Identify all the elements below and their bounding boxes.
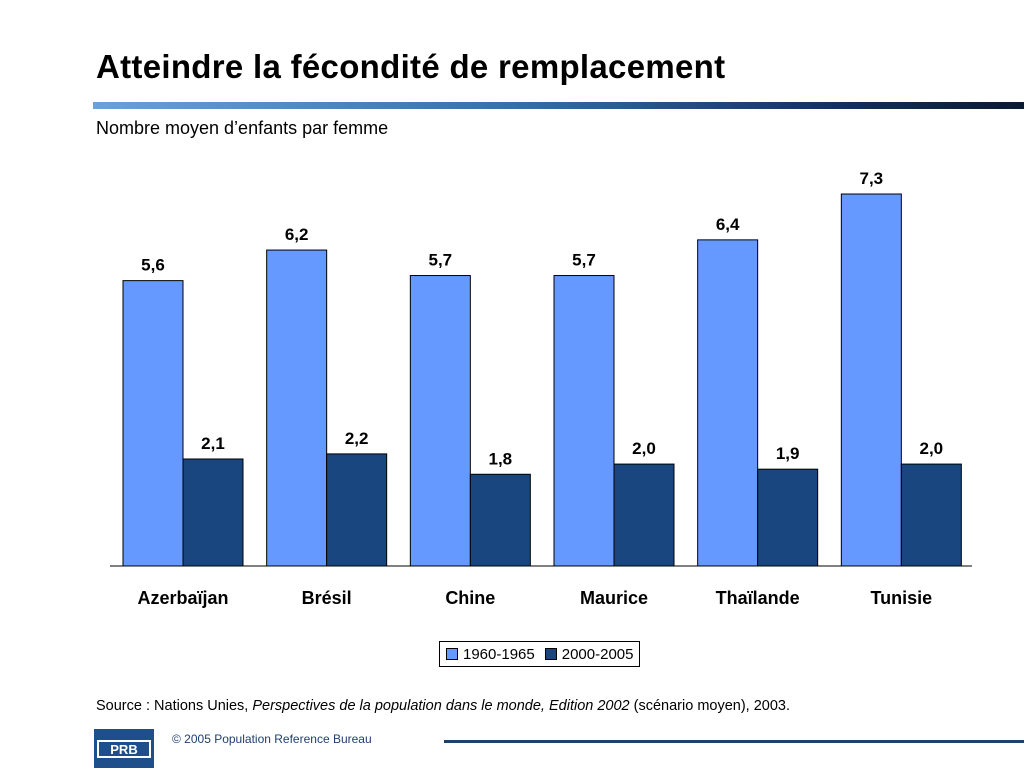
legend-swatch-series-2 [544, 648, 557, 660]
footer-divider [444, 740, 1024, 743]
bar-series-1-3 [553, 275, 615, 567]
data-label-series-1-2: 5,7 [429, 251, 453, 270]
chart-legend: 1960-1965 2000-2005 [439, 641, 641, 667]
x-tick-label-3: Maurice [580, 588, 648, 608]
legend-swatch-series-1 [446, 648, 458, 660]
bar-series-2-0 [182, 458, 244, 567]
source-note: Source : Nations Unies, Perspectives de … [96, 698, 790, 714]
bar-series-2-3 [613, 463, 675, 567]
prb-logo-text: PRB [110, 742, 137, 757]
x-tick-label-5: Tunisie [870, 588, 932, 608]
bar-series-1-1 [266, 249, 328, 567]
legend-item-series-2: 2000-2005 [544, 645, 634, 663]
legend-label-series-2: 2000-2005 [561, 645, 634, 663]
data-label-series-1-5: 7,3 [860, 169, 884, 188]
bar-series-1-2 [409, 275, 471, 567]
bar-series-1-4 [697, 239, 759, 567]
bar-series-1-0 [122, 280, 184, 567]
data-label-series-2-5: 2,0 [920, 439, 944, 458]
data-label-series-2-1: 2,2 [345, 429, 369, 448]
x-tick-label-4: Thaïlande [716, 588, 800, 608]
bar-series-2-4 [757, 468, 819, 567]
legend-item-series-1: 1960-1965 [446, 646, 535, 663]
slide-title: Atteindre la fécondité de remplacement [96, 48, 726, 85]
copyright-text: © 2005 Population Reference Bureau [172, 732, 372, 746]
data-label-series-2-2: 1,8 [489, 449, 513, 468]
data-label-series-1-0: 5,6 [141, 256, 165, 275]
data-label-series-1-1: 6,2 [285, 225, 309, 244]
bar-series-2-2 [469, 473, 531, 567]
bar-series-1-5 [840, 193, 902, 567]
data-label-series-2-0: 2,1 [201, 434, 225, 453]
legend-label-series-1: 1960-1965 [463, 645, 535, 663]
data-label-series-1-4: 6,4 [716, 215, 740, 234]
x-tick-label-1: Brésil [302, 588, 352, 608]
x-tick-label-0: Azerbaïjan [137, 588, 228, 608]
data-label-series-2-4: 1,9 [776, 444, 800, 463]
source-prefix: Source : Nations Unies, [96, 698, 253, 714]
prb-logo-mark: PRB [97, 739, 151, 758]
bar-series-2-5 [900, 463, 962, 567]
title-divider [93, 102, 1024, 109]
bar-series-2-1 [326, 453, 388, 567]
x-tick-label-2: Chine [445, 588, 495, 608]
bar-chart: 5,6 2,1 Azerbaïjan 6,2 2,2 Brésil 5,7 1,8 Chine 5… [110, 169, 972, 608]
source-suffix: (scénario moyen), 2003. [629, 698, 791, 714]
data-label-series-2-3: 2,0 [632, 439, 656, 458]
data-label-series-1-3: 5,7 [572, 251, 596, 270]
source-title: Perspectives de la population dans le mo… [252, 698, 630, 714]
chart-subtitle: Nombre moyen d’enfants par femme [96, 118, 389, 138]
prb-logo: PRB [94, 729, 154, 768]
